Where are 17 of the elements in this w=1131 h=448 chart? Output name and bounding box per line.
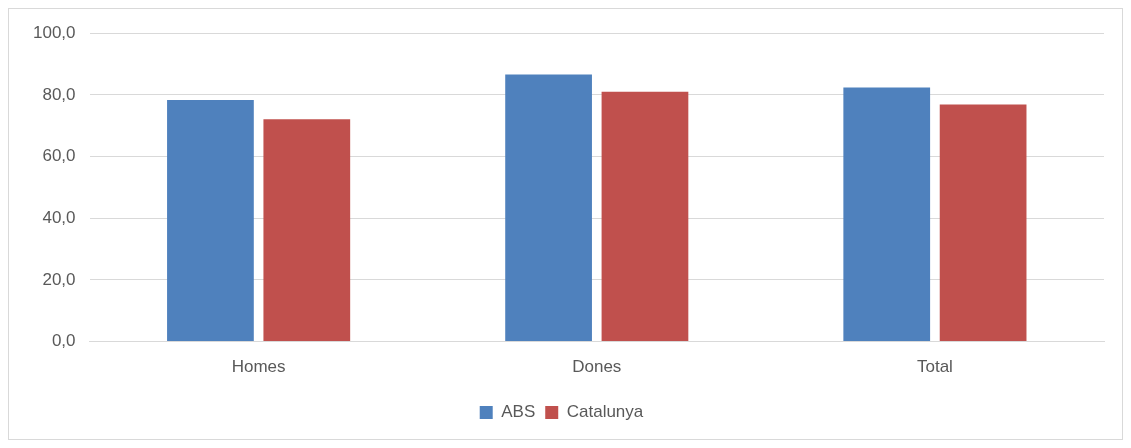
bar — [601, 91, 689, 342]
y-tick-label: 0,0 — [51, 331, 76, 351]
x-tick-label: Total — [916, 357, 953, 377]
bar — [843, 87, 931, 342]
y-tick-label: 80,0 — [42, 84, 76, 104]
x-tick-label: Homes — [231, 357, 286, 377]
bar — [939, 104, 1027, 342]
y-tick-label: 20,0 — [42, 269, 76, 289]
bar — [167, 100, 254, 342]
bar — [263, 119, 351, 342]
bar — [505, 74, 592, 342]
legend-label: Catalunya — [566, 402, 644, 422]
legend-label: ABS — [501, 402, 536, 422]
y-tick-label: 100,0 — [32, 22, 76, 42]
x-tick-label: Dones — [572, 357, 622, 377]
y-tick-label: 40,0 — [42, 207, 76, 227]
y-tick-label: 60,0 — [42, 146, 76, 166]
